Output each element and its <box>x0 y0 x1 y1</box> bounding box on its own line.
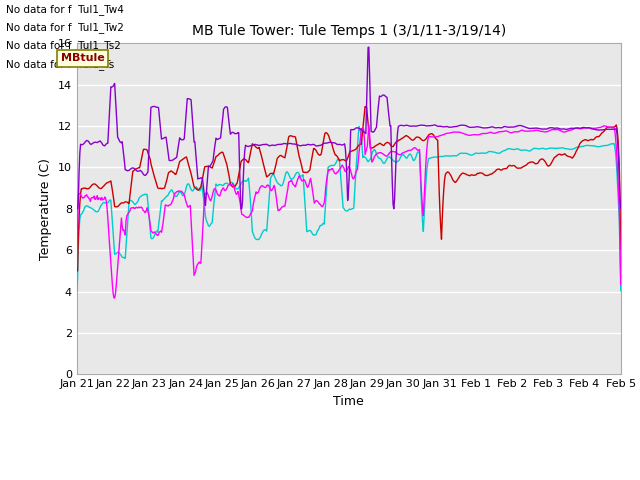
Text: MBtule: MBtule <box>61 53 104 63</box>
Text: No data for f  Tul1_Tw2: No data for f Tul1_Tw2 <box>6 22 124 33</box>
Text: No data for f  Tul1_Ts: No data for f Tul1_Ts <box>6 59 115 70</box>
X-axis label: Time: Time <box>333 395 364 408</box>
Text: No data for f  Tul1_Tw4: No data for f Tul1_Tw4 <box>6 4 124 15</box>
Legend: Tul1_Tw+10cm, Tul1_Ts-8cm, Tul1_Ts-16cm, Tul1_Ts-32cm: Tul1_Tw+10cm, Tul1_Ts-8cm, Tul1_Ts-16cm,… <box>118 475 580 480</box>
Title: MB Tule Tower: Tule Temps 1 (3/1/11-3/19/14): MB Tule Tower: Tule Temps 1 (3/1/11-3/19… <box>191 24 506 38</box>
Text: No data for f  Tul1_Ts2: No data for f Tul1_Ts2 <box>6 40 121 51</box>
Y-axis label: Temperature (C): Temperature (C) <box>39 158 52 260</box>
